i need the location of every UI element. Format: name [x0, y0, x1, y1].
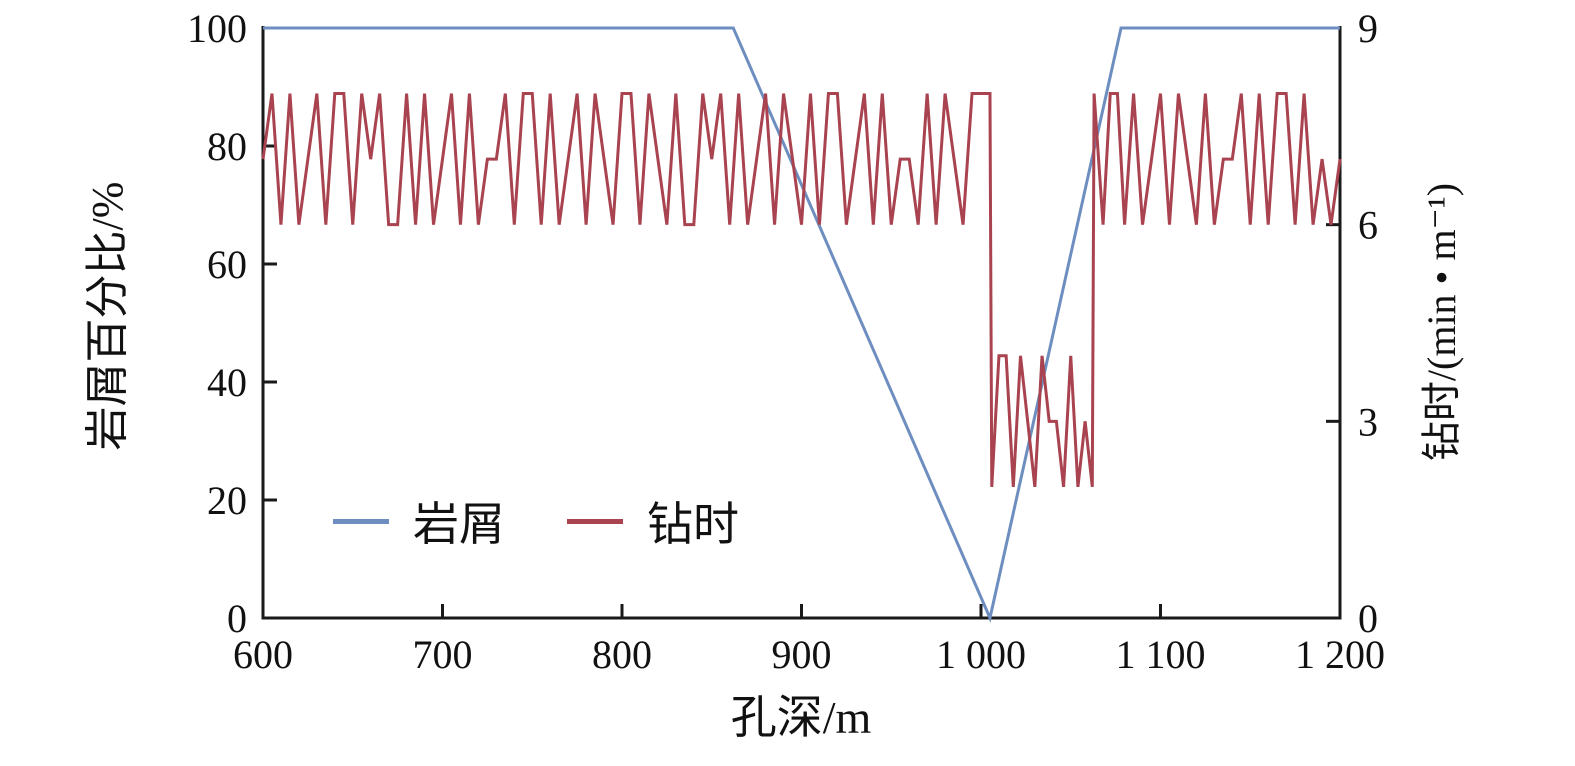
- y-left-tick-label: 60: [207, 242, 247, 287]
- cuttings-line: [263, 26, 1340, 623]
- legend-label-drilling-time: 钻时: [647, 499, 739, 550]
- y-right-tick-label: 0: [1358, 596, 1378, 641]
- x-tick-label: 1 200: [1295, 632, 1385, 677]
- legend-label-cuttings: 岩屑: [413, 499, 505, 550]
- x-tick-label: 700: [413, 632, 473, 677]
- legend-item-cuttings: 岩屑: [333, 488, 505, 554]
- drilling-time-line: [261, 92, 1342, 488]
- y-right-tick-label: 6: [1358, 203, 1378, 248]
- y-right-tick-label: 9: [1358, 6, 1378, 51]
- y-left-tick-label: 20: [207, 478, 247, 523]
- x-tick-label: 1 000: [936, 632, 1026, 677]
- right-axis-title: 钻时/(min • m⁻¹): [1419, 182, 1464, 462]
- x-tick-label: 600: [233, 632, 293, 677]
- x-tick-label: 1 100: [1116, 632, 1206, 677]
- legend-item-drilling-time: 钻时: [567, 488, 739, 554]
- x-tick-label: 900: [772, 632, 832, 677]
- x-axis-title: 孔深/m: [730, 692, 872, 743]
- y-left-tick-label: 80: [207, 124, 247, 169]
- cuttings-line-swatch: [333, 518, 389, 524]
- y-left-tick-label: 0: [227, 596, 247, 641]
- drilling-time-line-swatch: [567, 518, 623, 524]
- y-left-tick-label: 40: [207, 360, 247, 405]
- legend: 岩屑 钻时: [333, 488, 739, 554]
- left-axis-title: 岩屑百分比/%: [83, 181, 132, 451]
- y-left-tick-label: 100: [187, 6, 247, 51]
- y-right-tick-label: 3: [1358, 399, 1378, 444]
- x-tick-label: 800: [592, 632, 652, 677]
